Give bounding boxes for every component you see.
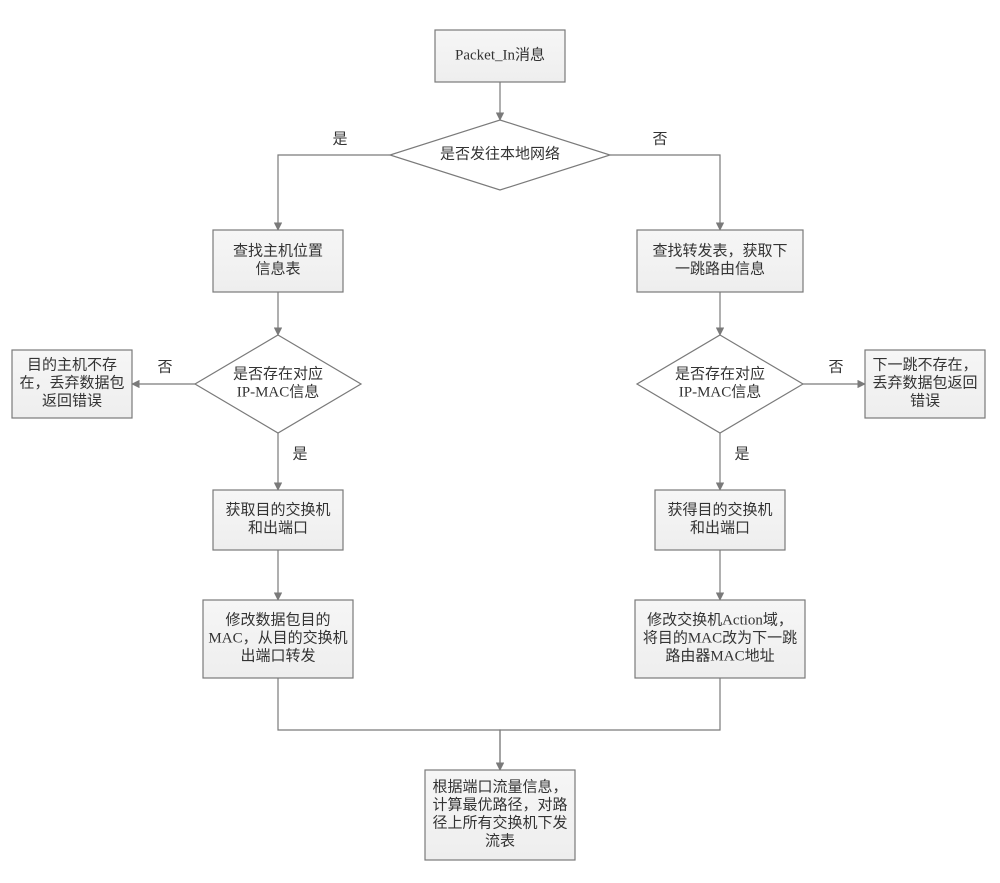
node-label: 一跳路由信息 (675, 260, 765, 277)
node-n_r3: 修改交换机Action域，将目的MAC改为下一跳路由器MAC地址 (635, 600, 805, 678)
node-label: MAC，从目的交换机 (208, 628, 347, 646)
node-n_rerr: 下一跳不存在，丢弃数据包返回错误 (865, 350, 985, 418)
edge-label: 是 (292, 446, 307, 462)
node-label: 查找转发表，获取下 (652, 242, 787, 259)
edge-label: 是 (734, 446, 749, 462)
edge (610, 155, 720, 230)
node-n_dL: 是否存在对应IP-MAC信息 (195, 335, 361, 433)
node-label: 在，丢弃数据包 (19, 374, 124, 391)
node-n_l1: 查找主机位置信息表 (213, 230, 343, 292)
node-label: 错误 (910, 392, 940, 409)
node-label: 流表 (485, 832, 515, 849)
edge (278, 155, 390, 230)
node-label: IP-MAC信息 (237, 383, 320, 400)
node-label: 查找主机位置 (233, 242, 323, 259)
node-label: 是否存在对应 (233, 364, 323, 382)
node-label: 丢弃数据包返回 (872, 374, 977, 391)
edge-label: 否 (828, 359, 843, 375)
node-n_lerr: 目的主机不存在，丢弃数据包返回错误 (12, 350, 132, 418)
node-label: 径上所有交换机下发 (432, 813, 567, 831)
node-n_r2: 获得目的交换机和出端口 (655, 490, 785, 550)
node-label: 目的主机不存 (27, 356, 117, 373)
edge (278, 678, 500, 770)
nodes-layer: Packet_In消息是否发往本地网络查找主机位置信息表是否存在对应IP-MAC… (12, 30, 985, 860)
node-label: 根据端口流量信息， (432, 778, 567, 795)
node-label: 是否发往本地网络 (440, 145, 560, 162)
node-n_end: 根据端口流量信息，计算最优路径，对路径上所有交换机下发流表 (425, 770, 575, 860)
node-n_d1: 是否发往本地网络 (390, 120, 610, 190)
node-n_dR: 是否存在对应IP-MAC信息 (637, 335, 803, 433)
node-label: 获得目的交换机 (667, 500, 772, 518)
node-label: 返回错误 (42, 392, 102, 409)
node-label: 和出端口 (248, 519, 308, 536)
flowchart-canvas: 是否否否是是 Packet_In消息是否发往本地网络查找主机位置信息表是否存在对… (0, 0, 1000, 883)
edge-label: 是 (332, 131, 347, 147)
node-label: 将目的MAC改为下一跳 (643, 629, 797, 646)
node-label: 修改数据包目的 (225, 611, 330, 628)
node-label: 是否存在对应 (675, 364, 765, 382)
node-label: IP-MAC信息 (679, 383, 762, 400)
node-n_r1: 查找转发表，获取下一跳路由信息 (637, 230, 803, 292)
node-label: 修改交换机Action域， (647, 610, 793, 628)
node-label: 出端口转发 (240, 647, 315, 664)
node-label: 路由器MAC地址 (665, 647, 774, 664)
node-n_l3: 修改数据包目的MAC，从目的交换机出端口转发 (203, 600, 353, 678)
node-label: 和出端口 (690, 519, 750, 536)
node-label: 信息表 (255, 260, 300, 277)
node-label: 计算最优路径，对路 (432, 795, 567, 813)
node-n_start: Packet_In消息 (435, 30, 565, 82)
edge-label: 否 (157, 359, 172, 375)
node-n_l2: 获取目的交换机和出端口 (213, 490, 343, 550)
node-label: 获取目的交换机 (225, 500, 330, 518)
edge (500, 678, 720, 770)
node-label: Packet_In消息 (455, 46, 545, 63)
edge-label: 否 (652, 131, 667, 147)
node-label: 下一跳不存在， (872, 356, 977, 373)
